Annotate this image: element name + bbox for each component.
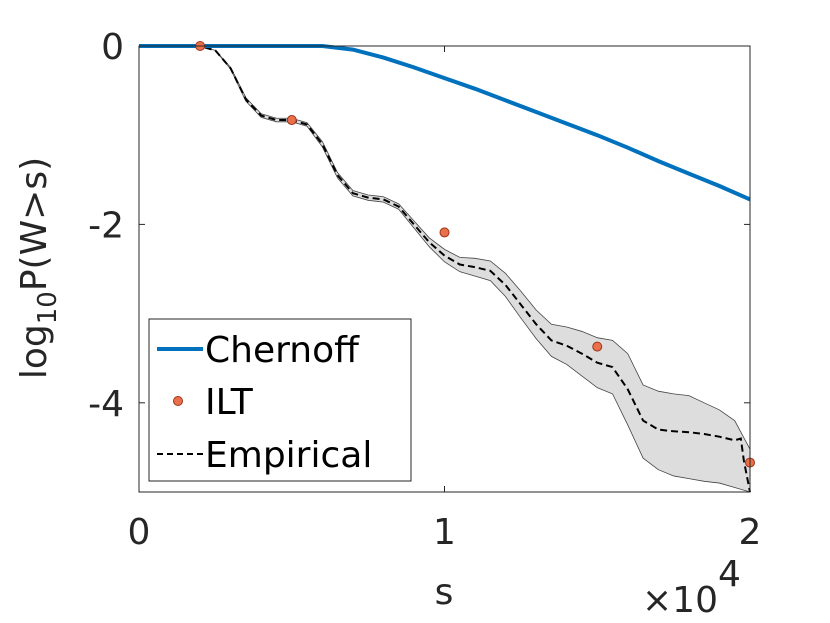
legend-ilt-label: ILT: [205, 382, 254, 423]
y-axis-label-sub: 10: [33, 291, 63, 324]
x-tick-label: 0: [128, 512, 151, 553]
y-axis-label: log10P(W>s): [14, 157, 63, 379]
x-tick-label: 2: [739, 512, 762, 553]
x-axis-label: s: [435, 572, 454, 613]
x-exponent-power: 4: [718, 554, 741, 595]
legend-empirical-label: Empirical: [205, 435, 372, 476]
x-tick-label: 1: [433, 512, 456, 553]
y-axis-label-log: log: [14, 324, 55, 379]
ilt-point: [439, 227, 450, 238]
x-exponent-label: ×10: [642, 580, 718, 621]
tick-layer: 0 1 2 0 -2 -4: [88, 27, 761, 553]
legend-ilt-marker: [173, 396, 183, 406]
y-tick-label: 0: [101, 27, 124, 68]
y-axis-label-text: log10P(W>s): [14, 157, 63, 379]
y-tick-label: -4: [88, 384, 124, 425]
legend: Chernoff ILT Empirical: [148, 318, 412, 482]
legend-chernoff-label: Chernoff: [205, 330, 360, 371]
empirical-series-line: [139, 45, 751, 493]
y-axis-label-rest: P(W>s): [14, 157, 55, 291]
y-tick-label: -2: [88, 205, 124, 246]
x-exponent: ×10 4: [642, 554, 741, 621]
ilt-point: [286, 115, 297, 126]
ilt-point: [592, 341, 603, 352]
